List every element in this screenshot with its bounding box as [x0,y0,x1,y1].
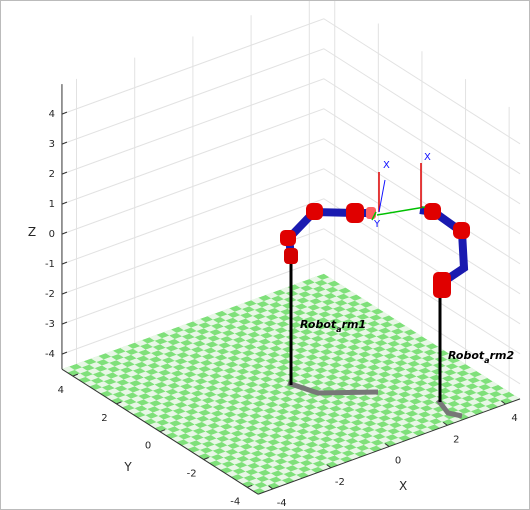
y-tick [72,373,79,377]
robot-joint [284,248,298,264]
grid-line [61,48,521,175]
robot-label-part: rm2 [490,349,515,362]
z-tick [61,171,68,175]
y-tick-label: -4 [230,496,240,507]
x-tick-label: -2 [335,477,345,488]
robot-joint [346,203,364,223]
frame-label: X [383,160,390,171]
grid-line [61,78,521,205]
y-tick-label: 0 [145,441,151,452]
z-tick-label: 3 [49,139,55,150]
y-axis-label: Y [123,460,132,474]
robot-joint [433,272,451,298]
z-tick-label: -2 [45,289,55,300]
grid-line [61,18,521,145]
frame-axis [371,211,377,221]
y-tick [247,484,253,488]
z-tick [61,261,68,265]
robot-joint [366,207,376,219]
robot-label: Robotarm1 [300,318,366,334]
x-tick [442,421,448,426]
y-tick [159,429,166,433]
x-tick [384,443,390,447]
robots: X Y X [280,152,470,419]
z-tick-label: 1 [49,199,55,210]
grid-line [61,108,521,235]
frame-axis [378,179,386,213]
x-tick [268,485,274,490]
robot-label: Robotarm2 [448,349,514,365]
z-tick [61,141,68,145]
y-tick [116,401,122,405]
y-tick-label: -2 [187,469,197,480]
z-tick [61,111,68,115]
x-tick-label: 4 [511,413,517,424]
x-tick-label: 2 [453,434,459,445]
z-tick-label: -1 [45,259,55,270]
x-tick-label: -4 [277,498,287,509]
grid-line [61,258,521,385]
z-tick-label: 0 [49,229,55,240]
z-tick [61,201,68,205]
grid-line [61,168,521,295]
z-tick-label: 2 [49,169,55,180]
z-axis-label: Z [28,225,36,239]
x-tick [501,400,506,405]
z-tick-label: 4 [49,109,55,120]
robot-label-part: Robot [300,318,337,331]
robot-joint [453,222,470,239]
robot-joint [280,230,296,246]
robot-label-part: rm1 [342,318,367,331]
frame-label: X [424,152,431,163]
frame-label: Y [373,219,381,230]
grid-line [61,228,521,355]
z-tick [61,351,68,355]
z-tick-label: -3 [45,319,55,330]
grid-line [61,198,521,325]
robot-base [436,398,463,419]
robot-label-part: a [484,356,489,365]
y-tick-label: 2 [101,413,107,424]
robot-label-part: a [336,325,341,334]
z-tick [61,321,68,325]
z-tick [61,231,68,235]
robot-joint [306,203,323,220]
frame-axis [376,206,426,216]
z-tick [61,291,68,295]
robot-label-part: Robot [448,349,485,362]
x-tick-label: 0 [395,456,401,467]
x-axis-label: X [399,479,407,493]
robot-base [287,380,379,396]
z-tick-label: -4 [45,349,55,360]
x-tick [326,464,332,469]
y-tick [203,457,209,460]
y-tick-label: 4 [58,385,64,396]
robot-joint [424,203,441,220]
